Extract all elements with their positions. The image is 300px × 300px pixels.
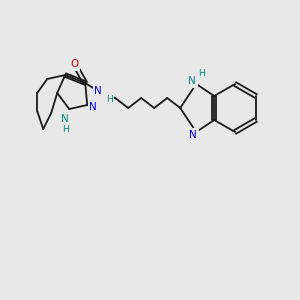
Text: H: H	[62, 124, 69, 134]
Text: N: N	[89, 102, 97, 112]
Text: N: N	[189, 130, 197, 140]
Text: H: H	[198, 70, 205, 79]
Text: N: N	[61, 114, 69, 124]
Text: O: O	[70, 59, 78, 69]
Text: N: N	[94, 86, 102, 96]
Text: H: H	[106, 94, 112, 103]
Text: N: N	[188, 76, 196, 86]
